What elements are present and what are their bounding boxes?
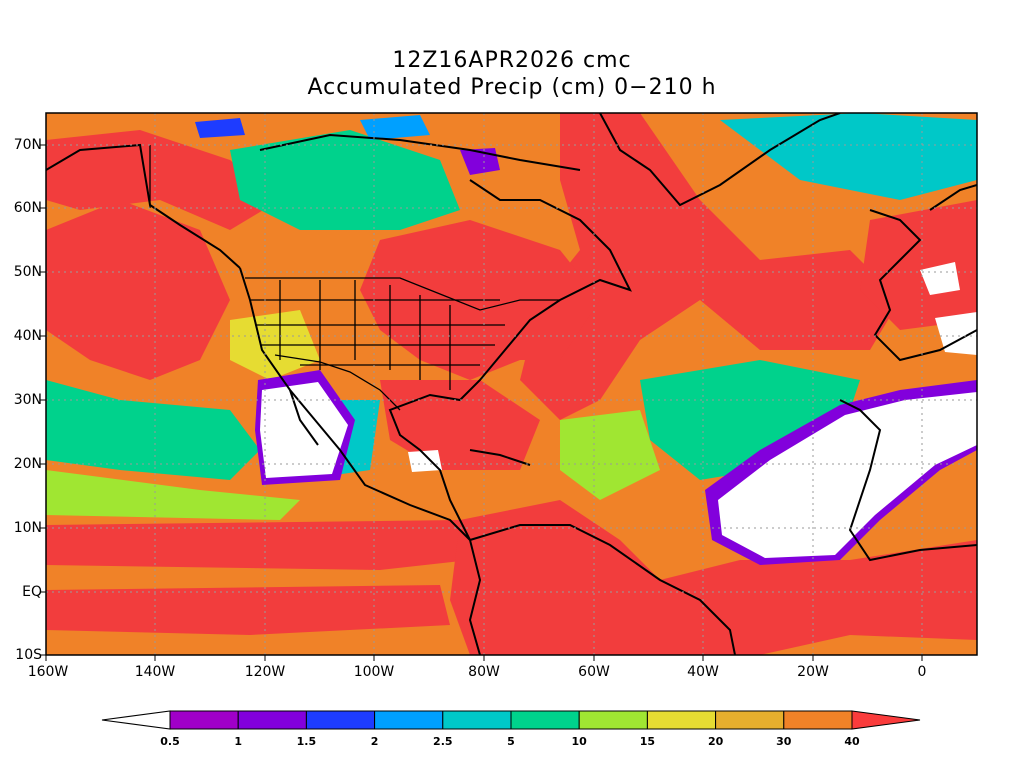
lon-label-40w: 40W bbox=[687, 664, 719, 680]
graticule bbox=[46, 113, 977, 655]
coast-north-america-east bbox=[388, 179, 632, 541]
field-atlantic-red bbox=[520, 113, 900, 420]
colorbar-box bbox=[578, 710, 648, 730]
field-dry-white-sw bbox=[260, 382, 348, 478]
field-cyan-arctic bbox=[360, 115, 430, 140]
colorbar bbox=[101, 710, 921, 730]
field-itcz-band2 bbox=[46, 585, 450, 635]
field-dry-white-yucatan bbox=[408, 450, 442, 472]
colorbar-label: 5 bbox=[507, 735, 515, 748]
lat-label-60n: 60N bbox=[13, 200, 42, 216]
colorbar-box bbox=[442, 710, 512, 730]
lon-label-120w: 120W bbox=[244, 664, 286, 680]
colorbar-below-arrow bbox=[101, 710, 171, 730]
colorbar-box bbox=[169, 710, 239, 730]
colorbar-label: 1 bbox=[234, 735, 243, 748]
field-east-pacific-green bbox=[46, 380, 260, 480]
border-states-grid bbox=[250, 280, 505, 390]
map-frame bbox=[45, 112, 978, 656]
field-blue-arctic bbox=[195, 118, 245, 138]
colorbar-label: 20 bbox=[707, 735, 724, 748]
field-itcz-band1 bbox=[46, 520, 470, 570]
field-dry-white-sahara bbox=[718, 392, 977, 558]
field-dry-white-med bbox=[935, 312, 977, 355]
lon-label-20w: 20W bbox=[797, 664, 829, 680]
field-eu-red bbox=[860, 200, 977, 330]
colorbar-box bbox=[374, 710, 444, 730]
map-title-line1: 12Z16APR2026 cmc bbox=[392, 48, 632, 73]
lon-label-80w: 80W bbox=[468, 664, 500, 680]
coast-greenland bbox=[599, 113, 841, 207]
colorbar-label: 15 bbox=[639, 735, 656, 748]
coast-arctic-islands bbox=[259, 133, 581, 171]
graticule-lon bbox=[154, 113, 923, 655]
colorbar-box bbox=[510, 710, 580, 730]
coast-cuba bbox=[469, 449, 531, 466]
x-ticks bbox=[45, 655, 923, 661]
axis-ticks bbox=[40, 144, 923, 661]
y-ticks bbox=[40, 144, 46, 656]
field-yellow-patch2 bbox=[46, 470, 300, 520]
colorbar-box bbox=[783, 710, 853, 730]
colorbar-box bbox=[646, 710, 717, 730]
lon-label-60w: 60W bbox=[578, 664, 610, 680]
colorbar-box bbox=[237, 710, 307, 730]
field-south-america-red bbox=[450, 500, 977, 655]
lat-label-30n: 30N bbox=[13, 392, 42, 408]
map-title-line2: Accumulated Precip (cm) 0−210 h bbox=[307, 75, 717, 100]
field-lime-patch bbox=[560, 410, 660, 500]
field-hudson-green bbox=[230, 130, 460, 230]
field-gulf-red bbox=[380, 380, 540, 470]
lat-label-10n: 10N bbox=[13, 520, 42, 536]
border-us-mexico bbox=[274, 354, 401, 411]
colorbar-label: 0.5 bbox=[160, 735, 180, 748]
lat-label-40n: 40N bbox=[13, 328, 42, 344]
lon-label-160w: 160W bbox=[27, 664, 69, 680]
colorbar-label: 2 bbox=[370, 735, 379, 748]
coast-europe bbox=[869, 184, 977, 362]
colorbar-label: 2.5 bbox=[433, 735, 453, 748]
field-dry-white-eu bbox=[920, 262, 960, 295]
colorbar-boxes bbox=[169, 710, 853, 730]
colorbar-box bbox=[305, 710, 376, 730]
lat-label-20n: 20N bbox=[13, 456, 42, 472]
lat-label-eq: EQ bbox=[22, 584, 42, 600]
colorbar-above-arrow bbox=[851, 710, 921, 730]
coast-africa bbox=[839, 399, 977, 562]
field-north-atlantic-green bbox=[720, 113, 977, 200]
colorbar-label: 30 bbox=[776, 735, 792, 748]
lat-label-70n: 70N bbox=[13, 137, 42, 153]
lon-label-0: 0 bbox=[917, 664, 927, 680]
field-pacific-red bbox=[46, 200, 230, 380]
coast-south-america bbox=[468, 524, 736, 655]
colorbar-label: 1.5 bbox=[296, 735, 317, 748]
political-borders bbox=[149, 145, 560, 411]
lat-label-10s: 10S bbox=[15, 647, 42, 663]
lat-label-50n: 50N bbox=[13, 264, 42, 280]
lon-label-100w: 100W bbox=[353, 664, 395, 680]
precip-field bbox=[46, 113, 977, 655]
colorbar-label: 10 bbox=[571, 735, 587, 748]
lon-label-140w: 140W bbox=[134, 664, 176, 680]
colorbar-box bbox=[715, 710, 785, 730]
colorbar-label: 40 bbox=[844, 735, 860, 748]
field-north-red bbox=[46, 130, 280, 230]
